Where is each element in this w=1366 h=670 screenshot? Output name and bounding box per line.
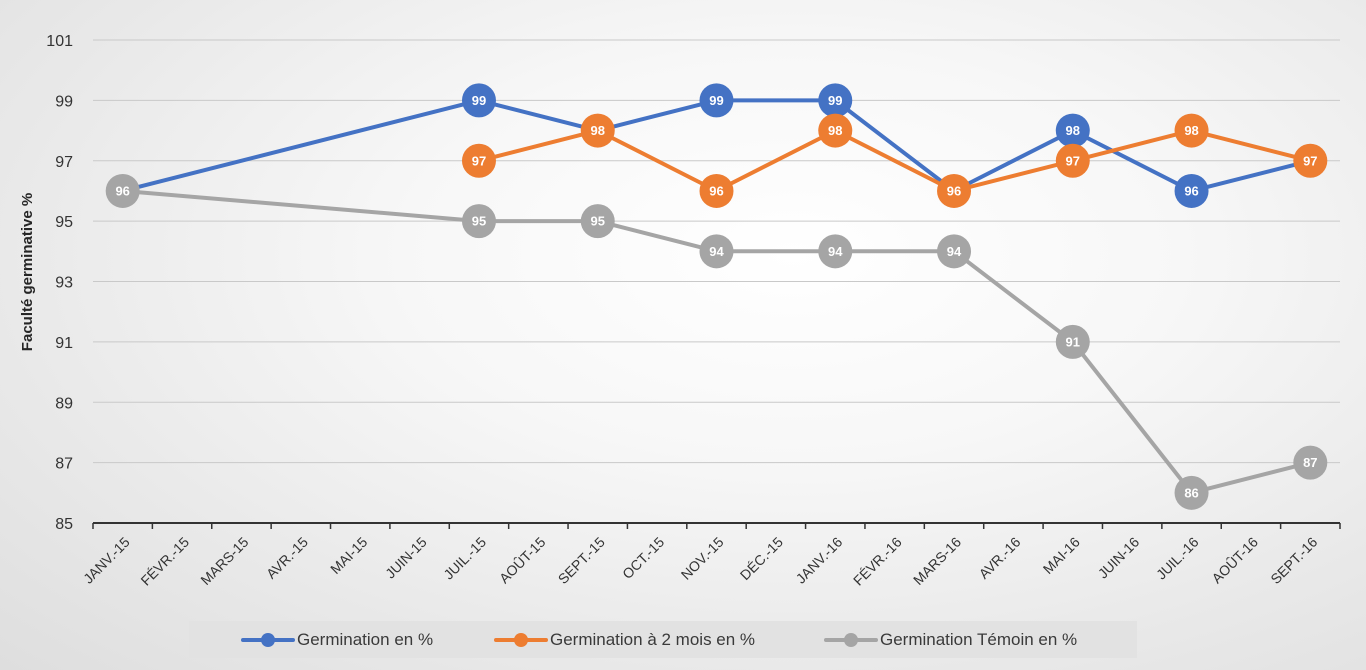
data-label: 96 [709,183,723,198]
x-tick-label: AVR.-15 [263,534,311,582]
data-point-marker [461,143,496,178]
legend-item-germination-temoin: Germination Témoin en % [824,621,1077,658]
data-label: 86 [1184,485,1198,500]
x-tick-label: JUIL.-15 [440,534,489,583]
data-label: 96 [947,183,961,198]
legend-swatch-gray [824,632,878,647]
data-label: 98 [828,123,842,138]
x-tick-label: AOÛT-16 [1208,534,1261,587]
data-point-marker [818,234,853,269]
data-point-marker [1174,113,1209,148]
data-point-marker [1174,173,1209,208]
gridlines [93,39,1340,464]
x-tick-label: JUIN-16 [1095,534,1143,582]
y-tick-label: 97 [55,154,73,171]
data-label: 98 [1066,123,1080,138]
x-tick-label: OCT.-15 [619,534,667,582]
x-tick-label: MARS-15 [197,534,251,588]
data-point-marker [580,204,615,239]
y-tick-label: 91 [55,335,73,352]
legend-dot [844,632,858,647]
data-point-marker [699,173,734,208]
data-point-marker [937,173,972,208]
x-tick-label: JUIL.-16 [1153,534,1202,583]
x-tick-label: FÉVR.-15 [137,534,192,589]
x-tick-label: SEPT.-16 [1267,534,1320,587]
legend-label: Germination Témoin en % [880,629,1078,649]
x-tick-label: MAI-16 [1040,534,1083,577]
data-point-marker [1293,445,1328,480]
data-label: 99 [472,93,486,108]
data-label: 94 [828,244,843,259]
data-label: 97 [1066,153,1080,168]
x-tick-label: MAI-15 [327,534,370,577]
legend-swatch-orange [494,632,548,647]
data-point-marker [461,204,496,239]
data-label: 95 [472,214,486,229]
data-point-marker [818,83,853,118]
data-label: 96 [1184,183,1198,198]
data-label: 99 [828,93,842,108]
x-tick-label: MARS-16 [910,534,964,588]
data-point-marker [1055,143,1090,178]
data-point-marker [1055,324,1090,359]
data-label: 97 [472,153,486,168]
x-tick-label: DÉC.-15 [737,534,786,583]
legend-dot [261,632,275,647]
data-label: 94 [947,244,962,259]
data-point-marker [580,113,615,148]
y-tick-label: 93 [55,275,73,292]
series-lines [120,98,1313,495]
data-markers: 99 99 99 98 96 97 98 96 98 96 97 98 97 96 95 95 94 94 94 91… [105,83,1328,510]
y-tick-label: 99 [55,93,73,110]
x-tick-label: NOV.-15 [678,534,727,583]
data-label: 98 [1184,123,1198,138]
x-tick-label: JUIN-15 [382,534,430,582]
legend-dot [514,632,528,647]
data-point-marker [699,234,734,269]
x-tick-label: FÉVR.-16 [850,534,905,589]
y-tick-label: 89 [55,395,73,412]
x-tick-label: AOÛT-15 [496,534,549,587]
data-label: 87 [1303,455,1317,470]
legend-swatch-blue [241,632,295,647]
data-point-marker [461,83,496,118]
data-point-marker [818,113,853,148]
data-point-marker [1174,475,1209,510]
data-label: 96 [115,183,129,198]
y-tick-label: 101 [46,33,73,50]
data-label: 97 [1303,153,1317,168]
y-axis-title: Faculté germinative % [19,193,36,351]
legend-label: Germination à 2 mois en % [550,629,756,649]
data-point-marker [1293,143,1328,178]
data-point-marker [1055,113,1090,148]
legend-item-germination-2-mois: Germination à 2 mois en % [494,621,755,658]
x-tick-label: JANV.-15 [80,534,133,587]
data-label: 91 [1066,334,1080,349]
legend-label: Germination en % [297,629,434,649]
legend-item-germination: Germination en % [241,621,433,658]
data-label: 98 [591,123,605,138]
x-tick-label: AVR.-16 [976,534,1024,582]
chart-legend: Germination en % Germination à 2 mois en… [189,621,1137,658]
data-label: 94 [709,244,724,259]
x-tick-label: SEPT.-15 [555,534,608,587]
y-tick-label: 95 [55,214,73,231]
data-point-marker [105,173,140,208]
data-point-marker [699,83,734,118]
y-tick-label: 85 [55,516,73,533]
y-tick-label: 87 [55,456,73,473]
data-label: 95 [591,214,605,229]
series-line [477,128,1313,193]
data-label: 99 [709,93,723,108]
x-tick-label: JANV.-16 [793,534,846,587]
data-point-marker [937,234,972,269]
